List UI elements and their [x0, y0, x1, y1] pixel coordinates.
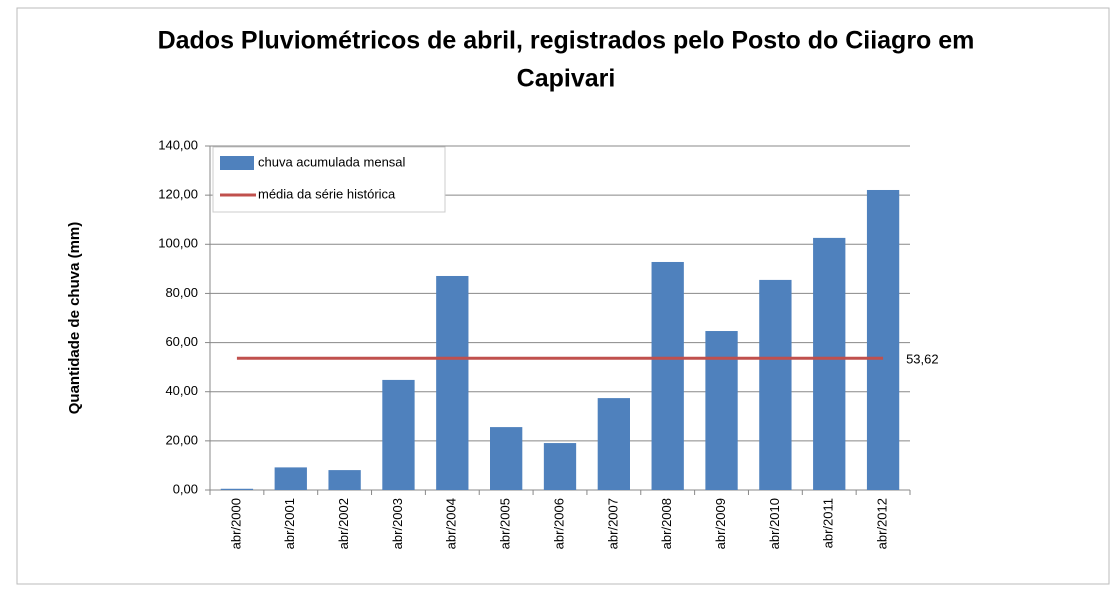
x-tick-label: abr/2007 — [605, 498, 620, 549]
x-tick-label: abr/2008 — [659, 498, 674, 549]
y-axis-title: Quantidade de chuva (mm) — [66, 222, 83, 415]
y-tick-label: 20,00 — [165, 432, 198, 447]
x-tick-label: abr/2002 — [336, 498, 351, 549]
legend-swatch — [220, 156, 254, 170]
legend-label: chuva acumulada mensal — [258, 154, 406, 169]
bar — [866, 189, 900, 491]
bar — [651, 261, 684, 490]
data-label: 53,62 — [906, 352, 939, 367]
y-tick-label: 140,00 — [158, 137, 198, 152]
y-tick-label: 120,00 — [158, 187, 198, 202]
chart-title: Dados Pluviométricos de abril, registrad… — [158, 27, 975, 55]
bar — [597, 398, 630, 490]
bar — [543, 443, 577, 490]
y-tick-label: 40,00 — [165, 383, 198, 398]
chart-title: Capivari — [517, 65, 616, 93]
x-tick-label: abr/2011 — [821, 498, 836, 548]
bar — [436, 275, 469, 490]
bar — [705, 331, 738, 490]
x-tick-label: abr/2005 — [498, 498, 513, 549]
bar — [490, 427, 523, 490]
bar — [328, 470, 361, 490]
x-tick-label: abr/2004 — [444, 498, 459, 549]
bar — [813, 237, 846, 490]
bar — [382, 379, 415, 490]
bar — [220, 488, 254, 490]
x-tick-label: abr/2006 — [551, 498, 566, 549]
x-tick-label: abr/2010 — [767, 498, 782, 549]
y-tick-label: 60,00 — [165, 334, 198, 349]
x-tick-label: abr/2003 — [390, 498, 405, 549]
y-tick-label: 100,00 — [158, 236, 198, 251]
y-tick-label: 0,00 — [173, 481, 198, 496]
legend-label: média da série histórica — [258, 186, 396, 201]
x-tick-label: abr/2000 — [228, 498, 243, 549]
bar — [759, 279, 792, 490]
bar — [274, 467, 307, 490]
x-tick-label: abr/2001 — [282, 498, 297, 549]
x-tick-label: abr/2012 — [875, 498, 890, 549]
x-tick-label: abr/2009 — [713, 498, 728, 549]
y-tick-label: 80,00 — [165, 285, 198, 300]
